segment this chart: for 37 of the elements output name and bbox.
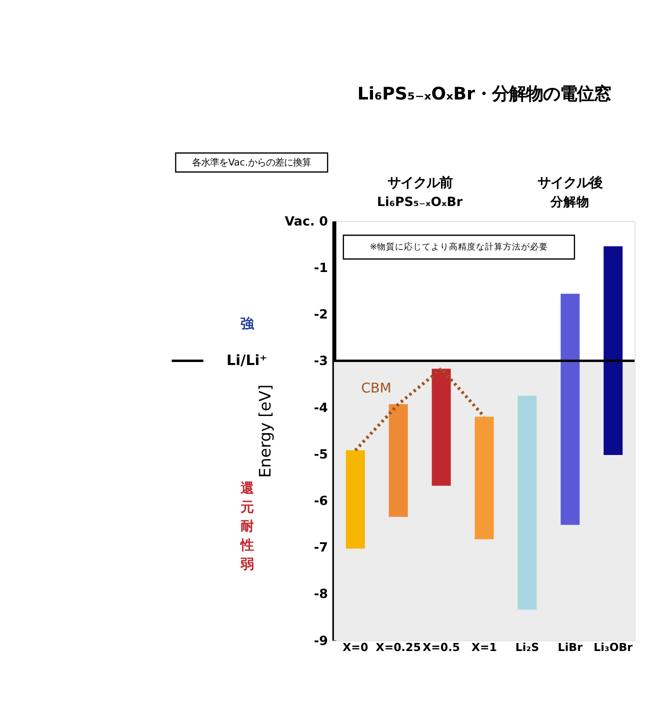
text: Li₆PS₅₋ₓOₓBr bbox=[376, 194, 464, 209]
series-label: CBM bbox=[361, 381, 392, 396]
annotation: ※物質に応じてより高精度な計算方法が必要 bbox=[370, 242, 548, 253]
x-tick-label: X=1 bbox=[472, 641, 497, 654]
chart-title: Li₆PS₅₋ₓOₓBr・分解物の電位窓 bbox=[357, 84, 612, 104]
text: サイクル前 bbox=[387, 176, 452, 192]
y-tick-label: -9 bbox=[314, 632, 328, 648]
y-tick-label: Vac. 0 bbox=[284, 213, 328, 228]
text: サイクル後 bbox=[538, 175, 603, 192]
y-tick-label: -6 bbox=[314, 492, 328, 508]
y-tick-label: -2 bbox=[314, 306, 328, 322]
bar bbox=[560, 294, 580, 525]
text: 各水準をVac.からの差に換算 bbox=[192, 158, 312, 169]
x-tick-label: Li₃OBr bbox=[594, 641, 634, 654]
y-tick-label: -3 bbox=[314, 353, 328, 368]
line-series bbox=[354, 367, 486, 452]
bar bbox=[518, 396, 537, 610]
y-tick-label: -7 bbox=[314, 540, 328, 555]
bar bbox=[388, 404, 408, 517]
x-tick-label: LiBr bbox=[558, 641, 584, 654]
x-tick-label: X=0.25 bbox=[376, 641, 421, 654]
x-tick-label: X=0 bbox=[342, 641, 368, 654]
text: 強 bbox=[240, 316, 254, 332]
text: 還元耐性弱 bbox=[239, 481, 254, 572]
bar bbox=[346, 450, 365, 549]
y-axis-title: Energy [eV] bbox=[256, 384, 275, 478]
text: 分解物 bbox=[550, 194, 590, 209]
y-tick-label: -5 bbox=[314, 446, 328, 462]
y-tick-label: -1 bbox=[314, 260, 328, 275]
bar bbox=[432, 368, 451, 486]
y-tick-label: -4 bbox=[314, 400, 328, 415]
bar bbox=[604, 246, 623, 455]
y-tick-label: -8 bbox=[314, 586, 328, 602]
bar bbox=[474, 416, 494, 540]
x-tick-label: Li₂S bbox=[515, 641, 540, 654]
ref-line-label: Li/Li⁺ bbox=[226, 352, 268, 369]
x-tick-label: X=0.5 bbox=[422, 641, 460, 654]
